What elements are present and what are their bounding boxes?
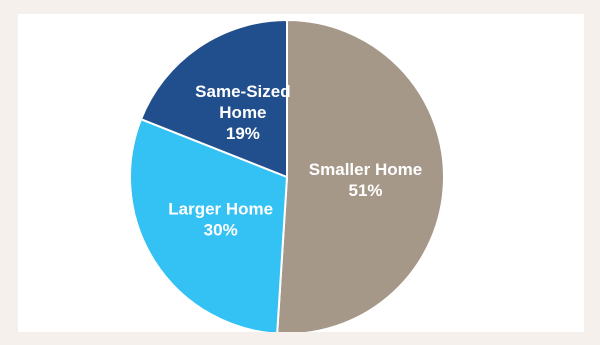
pie-labels: Smaller Home 51% Larger Home 30% Same-Sized H… [168, 82, 422, 240]
pie-label-smaller-home: Smaller Home 51% [309, 160, 422, 200]
pie-label-larger-home: Larger Home 30% [168, 200, 273, 240]
pie-label-same-sized-home: Same-Sized Home 19% [195, 82, 290, 143]
pie-category-label: Larger Home [168, 200, 273, 219]
pie-category-label: Smaller Home [309, 160, 422, 179]
pie-value-label: 51% [348, 181, 382, 200]
pie-category-label: Same-Sized [195, 82, 290, 101]
pie-slice-same-sized-home [139, 18, 288, 179]
pie-slice-larger-home [129, 117, 289, 332]
pie-slice-smaller-home [276, 18, 446, 332]
chart-area: Smaller Home 51% Larger Home 30% Same-Sized H… [18, 14, 584, 332]
pie-chart: Smaller Home 51% Larger Home 30% Same-Sized H… [129, 18, 446, 332]
pie-value-label: 30% [204, 221, 238, 240]
pie-slices [129, 18, 446, 332]
pie-category-label: Home [219, 103, 266, 122]
pie-value-label: 19% [226, 124, 260, 143]
